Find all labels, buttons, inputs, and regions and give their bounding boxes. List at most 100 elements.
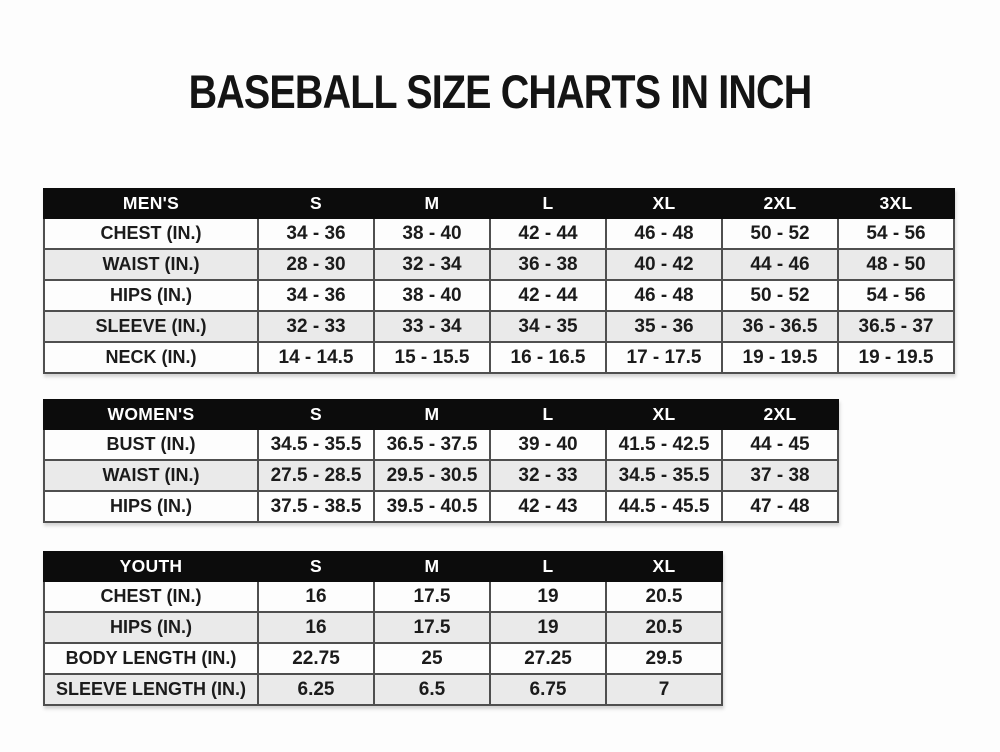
size-value-cell: 33 - 34 bbox=[373, 310, 491, 343]
size-value-cell: 34 - 36 bbox=[257, 217, 375, 250]
size-value-cell: 14 - 14.5 bbox=[257, 341, 375, 374]
header-row: MEN'S S M L XL 2XL 3XL bbox=[43, 188, 955, 219]
size-value-cell: 54 - 56 bbox=[837, 279, 955, 312]
size-value-cell: 44 - 46 bbox=[721, 248, 839, 281]
size-column-header: XL bbox=[605, 399, 723, 430]
size-value-cell: 20.5 bbox=[605, 611, 723, 644]
size-column-header: S bbox=[257, 399, 375, 430]
page-title: BASEBALL SIZE CHARTS IN INCH bbox=[188, 65, 813, 118]
size-column-header: L bbox=[489, 399, 607, 430]
size-value-cell: 34.5 - 35.5 bbox=[257, 428, 375, 461]
size-column-header: 2XL bbox=[721, 188, 839, 219]
measurement-row-label: NECK (IN.) bbox=[43, 341, 259, 374]
measurement-row-label: HIPS (IN.) bbox=[43, 490, 259, 523]
size-value-cell: 32 - 33 bbox=[257, 310, 375, 343]
size-value-cell: 19 - 19.5 bbox=[837, 341, 955, 374]
size-value-cell: 28 - 30 bbox=[257, 248, 375, 281]
measurement-row-label: BUST (IN.) bbox=[43, 428, 259, 461]
table-row: WAIST (IN.) 27.5 - 28.5 29.5 - 30.5 32 - 33… bbox=[43, 459, 839, 492]
size-value-cell: 48 - 50 bbox=[837, 248, 955, 281]
measurement-row-label: BODY LENGTH (IN.) bbox=[43, 642, 259, 675]
size-value-cell: 44 - 45 bbox=[721, 428, 839, 461]
size-value-cell: 6.75 bbox=[489, 673, 607, 706]
size-value-cell: 39.5 - 40.5 bbox=[373, 490, 491, 523]
size-value-cell: 19 bbox=[489, 611, 607, 644]
measurement-row-label: WAIST (IN.) bbox=[43, 459, 259, 492]
size-value-cell: 42 - 44 bbox=[489, 217, 607, 250]
measurement-row-label: CHEST (IN.) bbox=[43, 217, 259, 250]
size-column-header: S bbox=[257, 551, 375, 582]
size-value-cell: 29.5 - 30.5 bbox=[373, 459, 491, 492]
size-column-header: M bbox=[373, 399, 491, 430]
table-row: SLEEVE LENGTH (IN.) 6.25 6.5 6.75 7 bbox=[43, 673, 723, 706]
size-value-cell: 50 - 52 bbox=[721, 217, 839, 250]
measurement-row-label: CHEST (IN.) bbox=[43, 580, 259, 613]
size-value-cell: 46 - 48 bbox=[605, 279, 723, 312]
header-row: WOMEN'S S M L XL 2XL bbox=[43, 399, 839, 430]
size-value-cell: 32 - 34 bbox=[373, 248, 491, 281]
size-value-cell: 6.25 bbox=[257, 673, 375, 706]
table-title-cell: MEN'S bbox=[43, 188, 259, 219]
table-row: HIPS (IN.) 37.5 - 38.5 39.5 - 40.5 42 - 43 4… bbox=[43, 490, 839, 523]
size-value-cell: 54 - 56 bbox=[837, 217, 955, 250]
size-value-cell: 36.5 - 37.5 bbox=[373, 428, 491, 461]
size-value-cell: 36 - 38 bbox=[489, 248, 607, 281]
size-value-cell: 6.5 bbox=[373, 673, 491, 706]
size-value-cell: 36 - 36.5 bbox=[721, 310, 839, 343]
size-value-cell: 37.5 - 38.5 bbox=[257, 490, 375, 523]
size-value-cell: 46 - 48 bbox=[605, 217, 723, 250]
size-value-cell: 42 - 43 bbox=[489, 490, 607, 523]
size-value-cell: 15 - 15.5 bbox=[373, 341, 491, 374]
size-value-cell: 34 - 36 bbox=[257, 279, 375, 312]
measurement-row-label: SLEEVE (IN.) bbox=[43, 310, 259, 343]
size-value-cell: 47 - 48 bbox=[721, 490, 839, 523]
size-column-header: XL bbox=[605, 551, 723, 582]
size-table-mens: MEN'S S M L XL 2XL 3XL CHEST (IN.) 34 - 36 38 - 4… bbox=[43, 188, 955, 374]
size-value-cell: 36.5 - 37 bbox=[837, 310, 955, 343]
size-value-cell: 17.5 bbox=[373, 580, 491, 613]
table-row: WAIST (IN.) 28 - 30 32 - 34 36 - 38 40 - 42 4… bbox=[43, 248, 955, 281]
size-value-cell: 20.5 bbox=[605, 580, 723, 613]
table-row: HIPS (IN.) 34 - 36 38 - 40 42 - 44 46 - 48 50… bbox=[43, 279, 955, 312]
size-column-header: 2XL bbox=[721, 399, 839, 430]
size-value-cell: 19 - 19.5 bbox=[721, 341, 839, 374]
size-column-header: L bbox=[489, 188, 607, 219]
size-value-cell: 16 bbox=[257, 611, 375, 644]
size-value-cell: 42 - 44 bbox=[489, 279, 607, 312]
size-value-cell: 37 - 38 bbox=[721, 459, 839, 492]
size-value-cell: 17 - 17.5 bbox=[605, 341, 723, 374]
size-value-cell: 38 - 40 bbox=[373, 217, 491, 250]
size-value-cell: 38 - 40 bbox=[373, 279, 491, 312]
size-value-cell: 39 - 40 bbox=[489, 428, 607, 461]
size-value-cell: 34 - 35 bbox=[489, 310, 607, 343]
size-column-header: L bbox=[489, 551, 607, 582]
size-value-cell: 40 - 42 bbox=[605, 248, 723, 281]
size-column-header: XL bbox=[605, 188, 723, 219]
size-value-cell: 32 - 33 bbox=[489, 459, 607, 492]
size-value-cell: 44.5 - 45.5 bbox=[605, 490, 723, 523]
size-value-cell: 35 - 36 bbox=[605, 310, 723, 343]
table-row: BUST (IN.) 34.5 - 35.5 36.5 - 37.5 39 - 40 4… bbox=[43, 428, 839, 461]
header-row: YOUTH S M L XL bbox=[43, 551, 723, 582]
size-table-youth: YOUTH S M L XL CHEST (IN.) 16 17.5 19 20.5 HIPS (I… bbox=[43, 551, 723, 706]
table-row: BODY LENGTH (IN.) 22.75 25 27.25 29.5 bbox=[43, 642, 723, 675]
table-row: HIPS (IN.) 16 17.5 19 20.5 bbox=[43, 611, 723, 644]
table-row: CHEST (IN.) 16 17.5 19 20.5 bbox=[43, 580, 723, 613]
measurement-row-label: SLEEVE LENGTH (IN.) bbox=[43, 673, 259, 706]
table-title-cell: WOMEN'S bbox=[43, 399, 259, 430]
size-value-cell: 22.75 bbox=[257, 642, 375, 675]
measurement-row-label: HIPS (IN.) bbox=[43, 279, 259, 312]
size-value-cell: 27.25 bbox=[489, 642, 607, 675]
size-value-cell: 16 bbox=[257, 580, 375, 613]
table-row: SLEEVE (IN.) 32 - 33 33 - 34 34 - 35 35 - 36… bbox=[43, 310, 955, 343]
size-value-cell: 27.5 - 28.5 bbox=[257, 459, 375, 492]
size-value-cell: 17.5 bbox=[373, 611, 491, 644]
size-value-cell: 25 bbox=[373, 642, 491, 675]
size-column-header: M bbox=[373, 188, 491, 219]
size-value-cell: 34.5 - 35.5 bbox=[605, 459, 723, 492]
size-value-cell: 41.5 - 42.5 bbox=[605, 428, 723, 461]
table-row: CHEST (IN.) 34 - 36 38 - 40 42 - 44 46 - 48 5… bbox=[43, 217, 955, 250]
table-title-cell: YOUTH bbox=[43, 551, 259, 582]
size-value-cell: 16 - 16.5 bbox=[489, 341, 607, 374]
